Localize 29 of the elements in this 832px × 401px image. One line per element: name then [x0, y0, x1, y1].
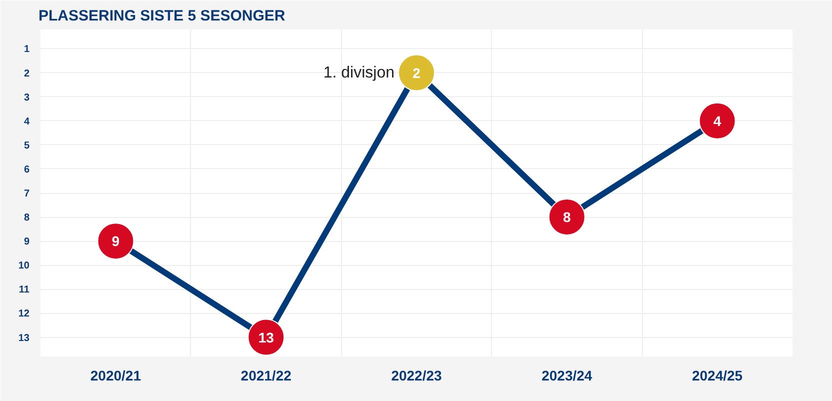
x-tick-label: 2020/21: [90, 368, 142, 384]
y-tick-label: 3: [24, 92, 30, 104]
chart-title: PLASSERING SISTE 5 SESONGER: [38, 8, 286, 24]
x-tick-label: 2024/25: [692, 368, 743, 384]
y-tick-label: 11: [18, 284, 30, 296]
data-label: 2: [412, 64, 421, 81]
point: [698, 102, 736, 140]
point: [398, 54, 435, 92]
point: [97, 222, 134, 260]
point: [548, 198, 586, 236]
y-tick-label: 13: [18, 332, 30, 344]
y-tick-label: 10: [18, 260, 30, 272]
y-tick-label: 1: [24, 44, 30, 56]
data-label: 13: [258, 329, 274, 346]
x-tick-label: 2023/24: [542, 368, 592, 384]
y-tick-label: 6: [24, 164, 30, 176]
x-tick-label: 2021/22: [240, 368, 292, 384]
data-label: 4: [713, 112, 722, 129]
y-tick-label: 12: [18, 308, 30, 320]
x-tick-label: 2022/23: [391, 368, 442, 384]
y-tick-label: 2: [24, 68, 30, 80]
y-tick-label: 9: [24, 236, 30, 248]
data-label: 8: [563, 209, 572, 226]
y-tick-label: 7: [24, 188, 30, 200]
y-tick-label: 5: [24, 140, 30, 152]
annotation: 1. divisjon: [323, 64, 395, 82]
y-tick-label: 8: [24, 212, 30, 224]
data-label: 9: [112, 233, 120, 250]
y-tick-label: 4: [24, 116, 30, 128]
